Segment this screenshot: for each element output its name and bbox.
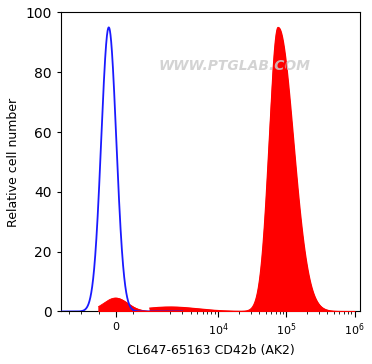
X-axis label: CL647-65163 CD42b (AK2): CL647-65163 CD42b (AK2) xyxy=(126,344,294,357)
Text: WWW.PTGLAB.COM: WWW.PTGLAB.COM xyxy=(158,59,310,73)
Y-axis label: Relative cell number: Relative cell number xyxy=(7,98,20,226)
